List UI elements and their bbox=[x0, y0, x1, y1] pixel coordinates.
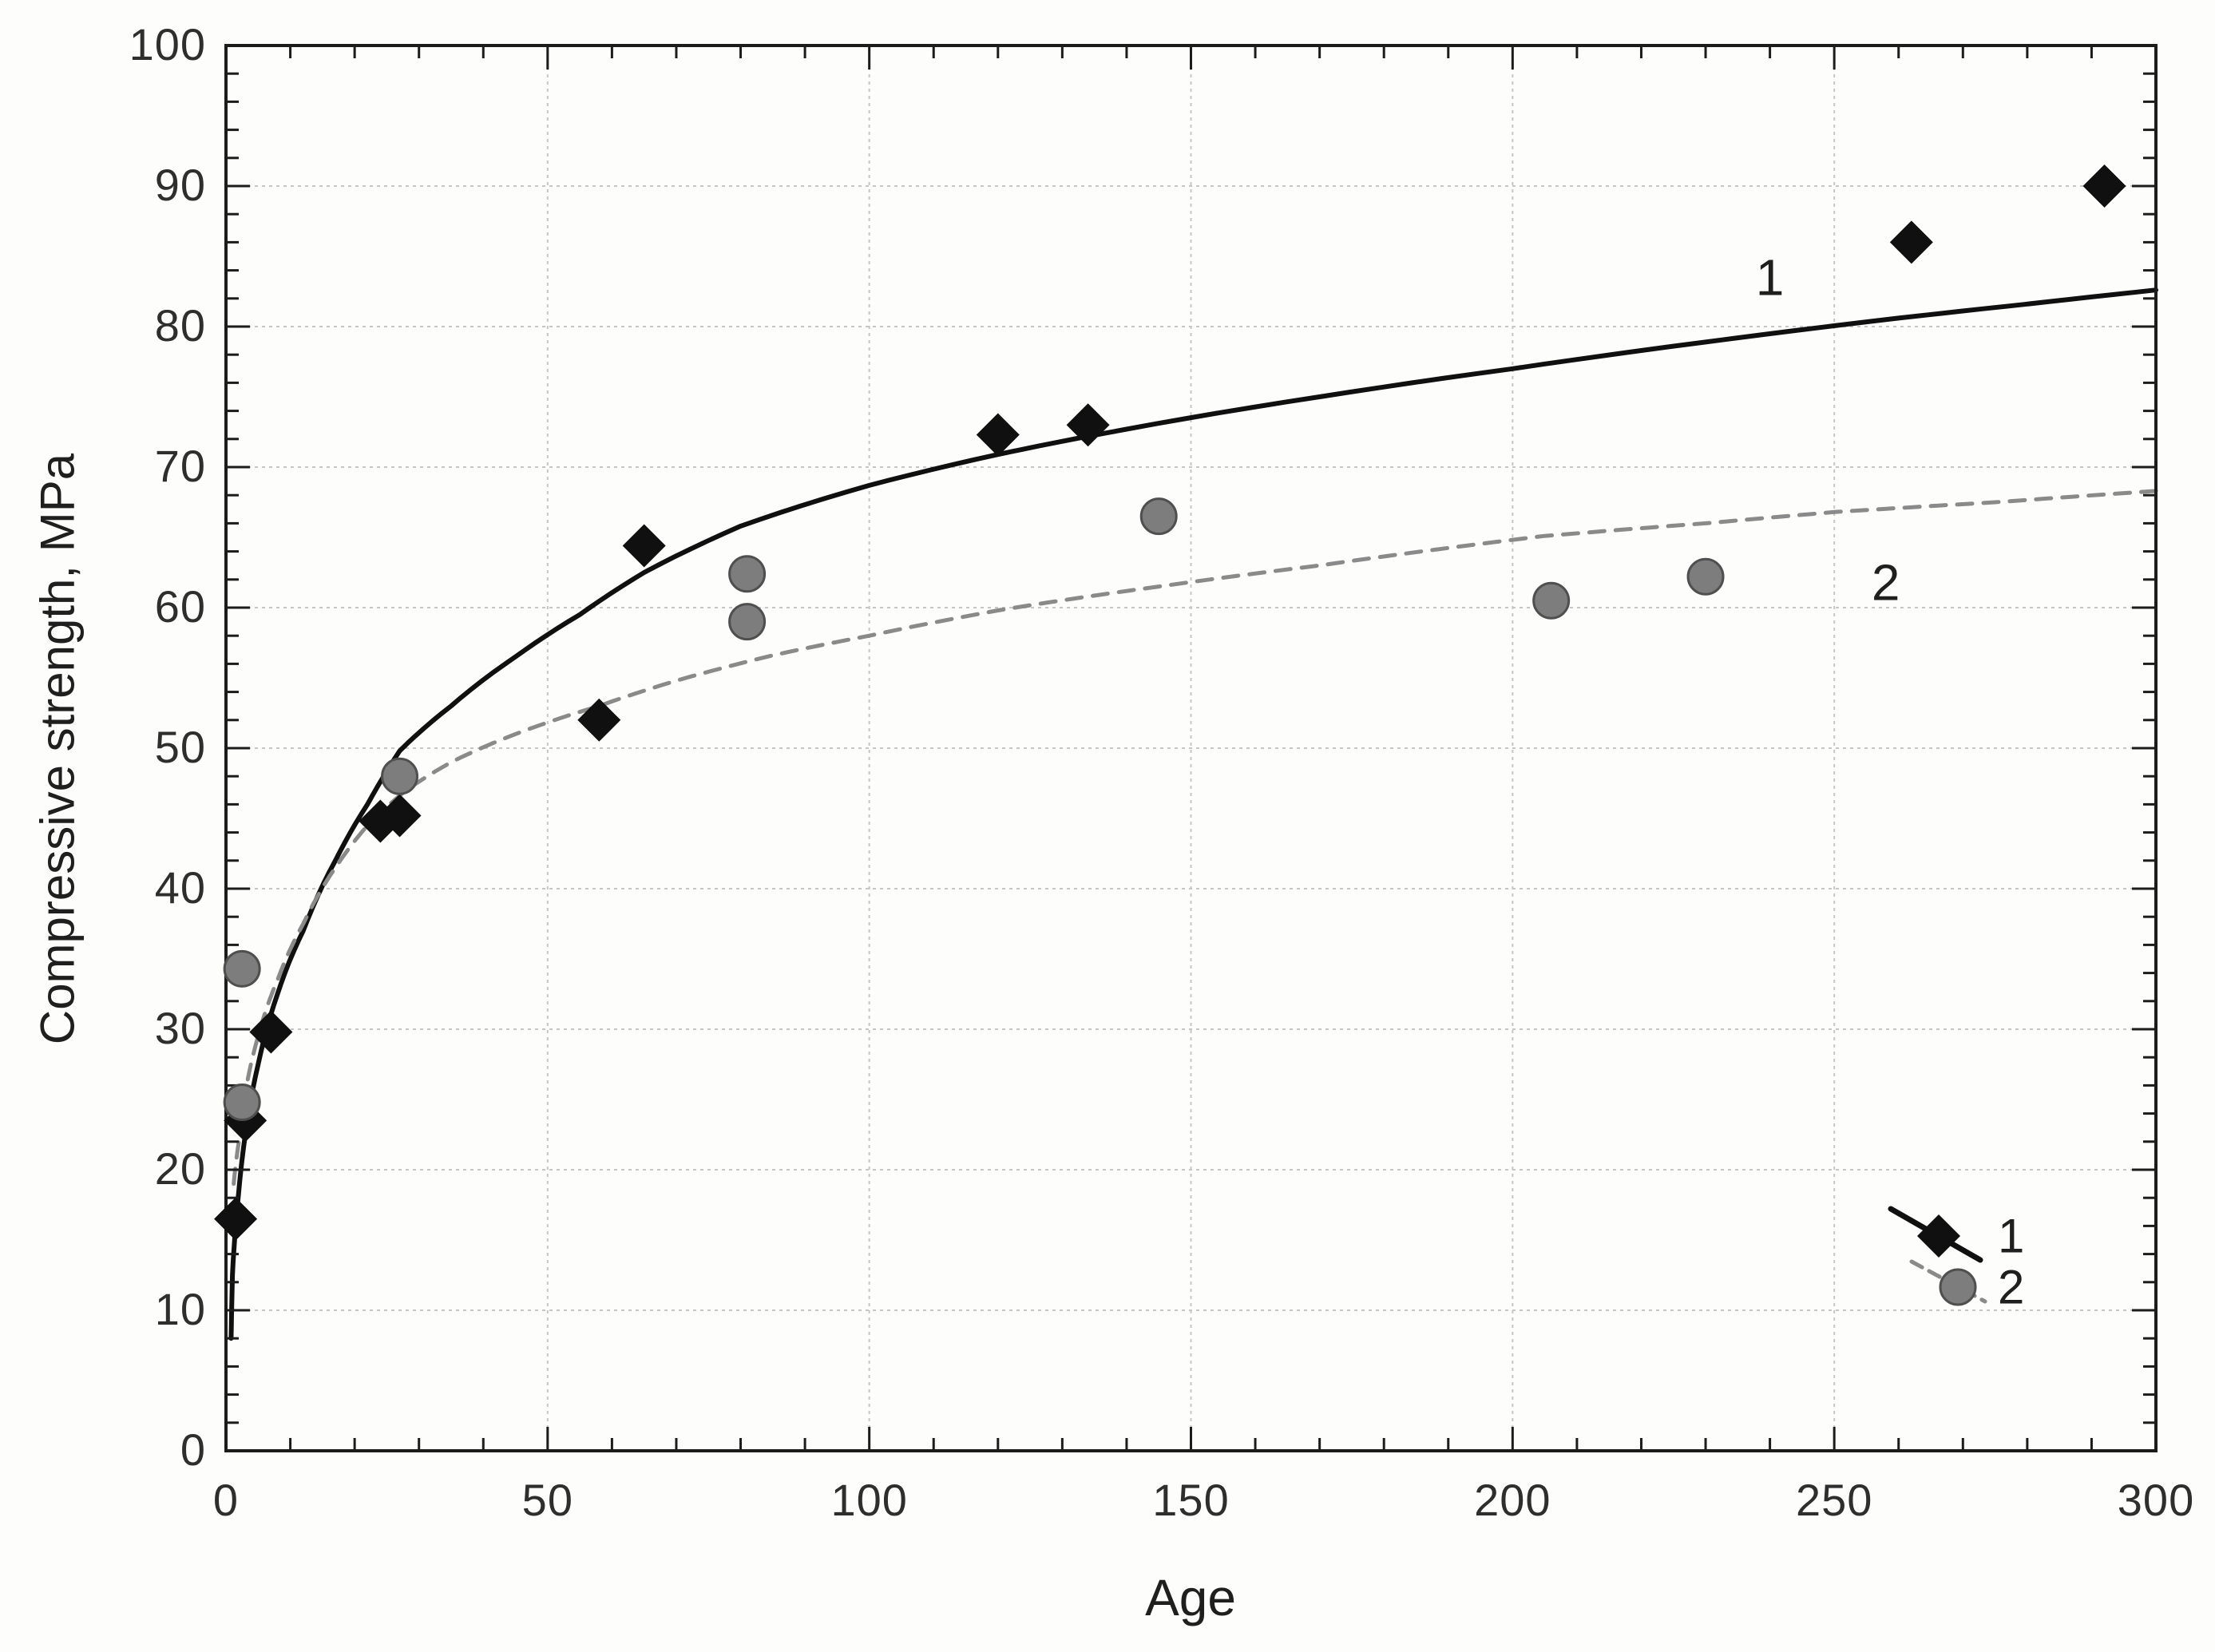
data-point-series1 bbox=[2082, 164, 2126, 208]
curve-label-1: 1 bbox=[1756, 248, 1785, 306]
x-axis-title: Age bbox=[1145, 1569, 1236, 1626]
data-point-series2 bbox=[1532, 581, 1571, 620]
data-point-series2 bbox=[1139, 497, 1178, 536]
y-tick-label: 80 bbox=[154, 300, 206, 351]
x-tick-label: 300 bbox=[2117, 1475, 2195, 1525]
x-tick-label: 0 bbox=[212, 1475, 240, 1525]
y-tick-label: 30 bbox=[154, 1003, 206, 1053]
data-point-series1 bbox=[622, 524, 666, 568]
data-point-series1 bbox=[577, 698, 621, 742]
data-point-series1 bbox=[1066, 403, 1110, 447]
fit-curve-2 bbox=[232, 489, 2158, 1187]
data-point-series2 bbox=[728, 555, 767, 593]
data-point-series2 bbox=[223, 1084, 261, 1122]
y-tick-label: 60 bbox=[154, 581, 206, 632]
data-point-series2 bbox=[381, 757, 419, 795]
data-point-series2 bbox=[1686, 557, 1725, 596]
x-tick-label: 200 bbox=[1474, 1475, 1551, 1525]
fit-curve-1 bbox=[228, 287, 2158, 1341]
curve-label-2: 2 bbox=[1872, 553, 1900, 611]
legend-label-2: 2 bbox=[1998, 1261, 2024, 1314]
x-tick-label: 250 bbox=[1795, 1475, 1873, 1525]
y-tick-label: 20 bbox=[154, 1143, 206, 1194]
legend-label-1: 1 bbox=[1998, 1210, 2024, 1263]
y-axis-title: Compressive strength, MPa bbox=[30, 453, 85, 1045]
x-tick-label: 100 bbox=[830, 1475, 908, 1525]
x-tick-label: 150 bbox=[1152, 1475, 1230, 1525]
y-tick-label: 40 bbox=[154, 862, 206, 913]
data-point-series1 bbox=[214, 1197, 258, 1241]
data-point-series2 bbox=[728, 603, 767, 641]
y-tick-label: 100 bbox=[129, 19, 206, 69]
y-tick-label: 90 bbox=[154, 160, 206, 210]
data-point-series1 bbox=[249, 1010, 293, 1054]
legend-marker-2 bbox=[1939, 1268, 1977, 1306]
x-tick-label: 50 bbox=[521, 1475, 573, 1525]
y-tick-label: 0 bbox=[180, 1424, 206, 1475]
data-point-series1 bbox=[1889, 220, 1933, 264]
data-point-series2 bbox=[223, 949, 261, 988]
y-tick-label: 50 bbox=[154, 722, 206, 772]
y-tick-label: 70 bbox=[154, 441, 206, 491]
y-tick-label: 10 bbox=[154, 1284, 206, 1334]
data-point-series1 bbox=[976, 413, 1020, 457]
legend-marker-1 bbox=[1917, 1214, 1960, 1258]
data-point-series1 bbox=[378, 794, 422, 838]
